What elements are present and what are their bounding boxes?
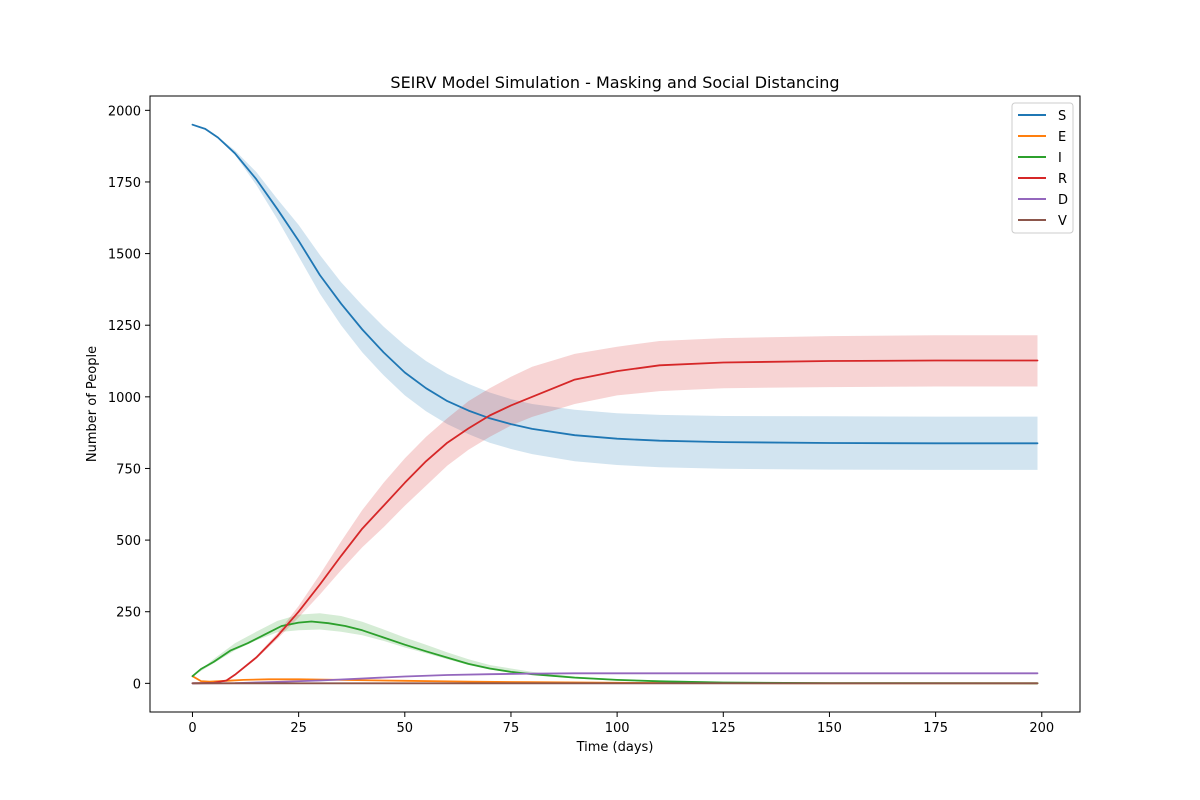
x-tick-label: 125 [711, 721, 736, 736]
x-tick-label: 25 [290, 721, 307, 736]
series-line-d [191, 672, 1039, 685]
x-tick-label: 75 [503, 721, 520, 736]
plot-frame [149, 95, 1081, 713]
y-axis-ticks: 0 250 500 750 1000 1250 1500 1750 2000 [108, 104, 150, 692]
legend-label-r: R [1058, 172, 1067, 187]
series-line-r [191, 359, 1039, 685]
y-tick-label: 2000 [108, 104, 141, 119]
confidence-bands [192, 124, 1038, 684]
x-tick-label: 150 [817, 721, 842, 736]
x-tick-label: 50 [397, 721, 414, 736]
y-tick-label: 500 [116, 534, 141, 549]
y-axis-label: Number of People [85, 346, 100, 462]
y-tick-label: 0 [133, 677, 141, 692]
legend-label-s: S [1058, 109, 1066, 124]
y-tick-label: 1000 [108, 391, 141, 406]
chart-title: SEIRV Model Simulation - Masking and Soc… [390, 73, 839, 92]
x-tick-label: 200 [1029, 721, 1054, 736]
x-tick-label: 100 [605, 721, 630, 736]
x-axis-label: Time (days) [576, 740, 654, 755]
series-line-s [191, 123, 1039, 445]
x-tick-label: 0 [188, 721, 196, 736]
legend-label-v: V [1058, 214, 1067, 229]
y-tick-label: 250 [116, 606, 141, 621]
y-tick-label: 1250 [108, 319, 141, 334]
band-r [192, 335, 1038, 684]
band-s [192, 124, 1038, 470]
y-tick-label: 1500 [108, 248, 141, 263]
x-tick-label: 175 [923, 721, 948, 736]
x-axis-ticks: 0 25 50 75 100 125 150 175 200 [188, 712, 1054, 736]
legend-label-e: E [1058, 130, 1066, 145]
series-lines [191, 123, 1039, 685]
legend-label-d: D [1058, 193, 1068, 208]
y-tick-label: 750 [116, 462, 141, 477]
y-tick-label: 1750 [108, 176, 141, 191]
legend-label-i: I [1058, 151, 1062, 166]
series-line-i [191, 620, 1039, 685]
